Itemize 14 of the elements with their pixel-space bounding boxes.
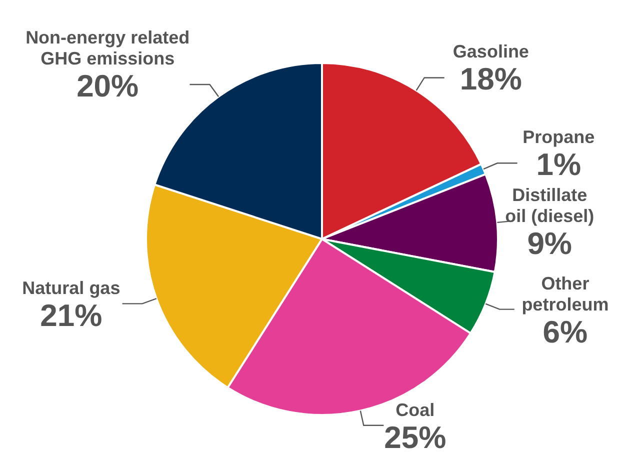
data-label: 25% — [384, 420, 446, 455]
data-label: 18% — [460, 62, 522, 97]
slice-label: Other petroleum — [522, 273, 609, 314]
slice-label: Coal — [396, 400, 435, 420]
slice-label: Natural gas — [22, 278, 120, 298]
data-label: 6% — [542, 314, 588, 350]
data-label: 20% — [76, 68, 139, 104]
slice-label: Distillate oil (diesel) — [505, 185, 594, 226]
data-label: 21% — [40, 298, 102, 334]
data-label: 9% — [527, 226, 572, 262]
slice-label: Gasoline — [452, 42, 529, 62]
slice-label: Non-energy related GHG emissions — [26, 27, 190, 68]
slice-label: Propane — [522, 127, 595, 148]
data-label: 1% — [536, 147, 582, 182]
